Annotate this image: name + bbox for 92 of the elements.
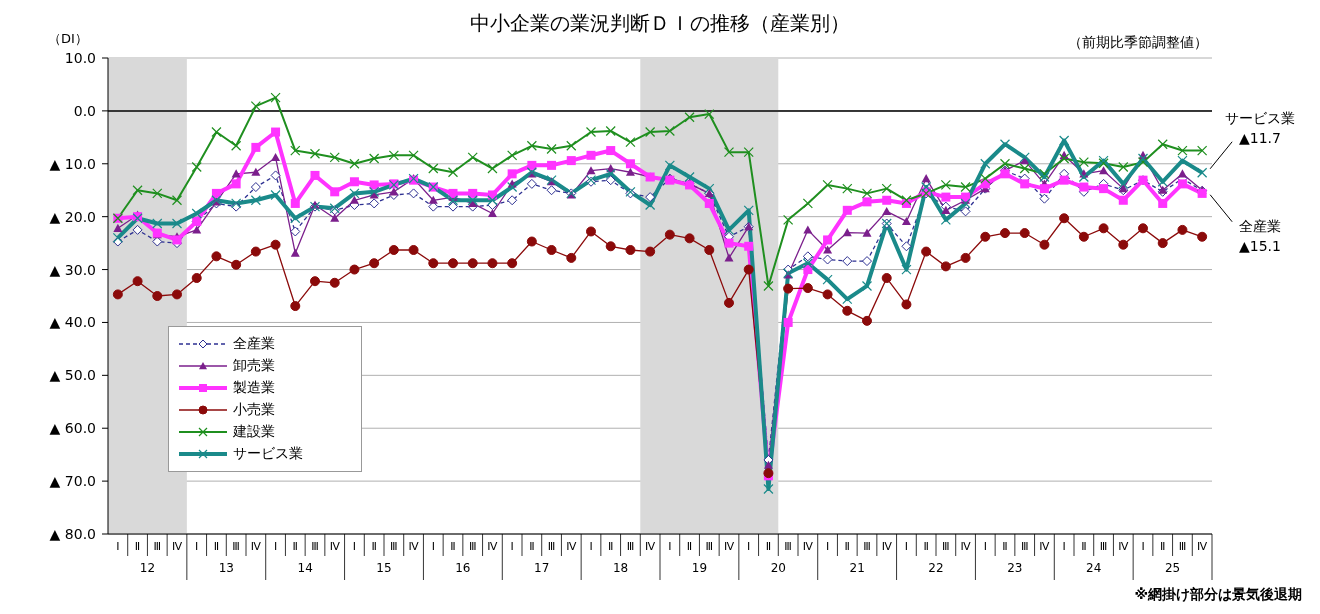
x-tick-label: Ⅰ [825, 539, 830, 553]
x-tick-label: Ⅲ [784, 539, 792, 553]
x-tick-label: Ⅳ [250, 539, 262, 553]
x-tick-label: Ⅲ [311, 539, 319, 553]
text: 12 [139, 561, 156, 575]
text: 13 [218, 561, 234, 575]
x-tick-label: Ⅰ [747, 539, 751, 553]
x-tick-label: Ⅰ [904, 539, 909, 553]
legend-label: 卸売業 [233, 357, 275, 376]
x-tick-label: Ⅲ [705, 539, 714, 553]
x-tick-label: Ⅰ [195, 539, 199, 553]
x-tick-label: Ⅲ [547, 539, 556, 553]
x-tick-label: Ⅱ [371, 539, 377, 553]
y-tick-label: ▲ 80.0 [49, 526, 96, 542]
legend-label: 全産業 [233, 335, 275, 354]
y-axis-title: （DI） [48, 30, 88, 48]
x-tick-label: Ⅰ [510, 539, 514, 553]
x-tick-label: Ⅰ [273, 539, 278, 553]
text: サービス業 ▲11.7 [1225, 109, 1295, 146]
x-tick-label: Ⅱ [923, 539, 929, 553]
text: 全産業 ▲15.1 [1239, 217, 1281, 254]
x-tick-label: Ⅳ [1039, 539, 1051, 553]
text: 19 [691, 561, 708, 575]
legend-label: 建設業 [233, 423, 275, 442]
x-tick-label: Ⅰ [983, 539, 987, 553]
text: 16 [455, 561, 471, 575]
x-tick-label: Ⅱ [686, 539, 693, 553]
x-tick-label: Ⅳ [802, 539, 814, 553]
legend-label: サービス業 [233, 445, 303, 464]
text: 17 [534, 561, 550, 575]
x-tick-label: Ⅰ [431, 539, 435, 553]
x-tick-label: Ⅱ [292, 539, 298, 553]
x-tick-label: Ⅰ [589, 539, 593, 553]
x-tick-label: Ⅳ [1197, 539, 1209, 553]
x-tick-label: Ⅳ [960, 539, 972, 553]
y-tick-label: ▲ 70.0 [49, 473, 96, 490]
chart-title: 中小企業の業況判断ＤＩの推移（産業別） [470, 11, 850, 35]
x-tick-label: Ⅲ [232, 539, 240, 553]
x-tick-label: Ⅰ [668, 539, 672, 553]
y-tick-label: ▲ 30.0 [49, 261, 96, 278]
x-tick-label: Ⅱ [765, 539, 772, 553]
y-tick-label: 10.0 [64, 50, 96, 66]
x-tick-label: Ⅱ [1081, 539, 1087, 553]
x-tick-label: Ⅲ [390, 539, 398, 553]
x-tick-label: Ⅱ [450, 539, 456, 553]
y-tick-label: ▲ 50.0 [49, 367, 96, 384]
text: 25 [1164, 561, 1181, 575]
x-tick-label: Ⅲ [626, 539, 635, 553]
x-tick-label: Ⅱ [213, 539, 220, 553]
x-tick-label: Ⅰ [116, 539, 120, 553]
x-tick-label: Ⅲ [468, 539, 477, 553]
x-tick-label: Ⅳ [881, 539, 893, 553]
x-tick-label: Ⅳ [329, 539, 341, 553]
x-tick-label: Ⅳ [487, 539, 499, 553]
x-tick-label: Ⅲ [863, 539, 871, 553]
x-tick-label: Ⅳ [408, 539, 420, 553]
legend-label: 製造業 [233, 379, 275, 398]
text: 20 [770, 561, 786, 575]
x-tick-label: Ⅱ [1002, 539, 1008, 553]
x-tick-label: Ⅱ [608, 539, 614, 553]
y-tick-label: ▲ 40.0 [49, 314, 96, 331]
x-tick-label: Ⅲ [1178, 539, 1187, 553]
x-tick-label: Ⅰ [1141, 539, 1145, 553]
text: 21 [849, 561, 865, 575]
x-tick-label: Ⅳ [1118, 539, 1130, 553]
y-tick-label: ▲ 60.0 [49, 420, 96, 437]
text: （前期比季節調整値） [1068, 34, 1208, 52]
text: 23 [1007, 561, 1023, 575]
x-tick-label: Ⅲ [153, 539, 162, 553]
text: 18 [612, 561, 629, 575]
text: 22 [928, 561, 944, 575]
x-tick-label: Ⅳ [566, 539, 578, 553]
y-tick-label: ▲ 20.0 [49, 208, 96, 225]
x-tick-label: Ⅱ [134, 539, 141, 553]
x-tick-label: Ⅱ [1160, 539, 1166, 553]
x-tick-label: Ⅰ [1062, 539, 1066, 553]
text: 14 [297, 561, 313, 575]
x-tick-label: Ⅲ [1020, 539, 1029, 553]
text: 15 [376, 561, 392, 575]
y-tick-label: ▲ 10.0 [49, 155, 96, 172]
y-tick-label: 0.0 [73, 102, 96, 119]
text: 24 [1086, 561, 1102, 575]
x-tick-label: Ⅲ [942, 539, 950, 553]
x-tick-label: Ⅱ [844, 539, 850, 553]
text: ※網掛け部分は景気後退期 [1134, 586, 1302, 604]
x-tick-label: Ⅳ [723, 539, 735, 553]
x-tick-label: Ⅰ [352, 539, 357, 553]
x-tick-label: Ⅲ [1099, 539, 1108, 553]
x-tick-label: Ⅳ [645, 539, 657, 553]
x-tick-label: Ⅳ [171, 539, 183, 553]
legend-label: 小売業 [233, 401, 275, 420]
x-tick-label: Ⅱ [529, 539, 535, 553]
